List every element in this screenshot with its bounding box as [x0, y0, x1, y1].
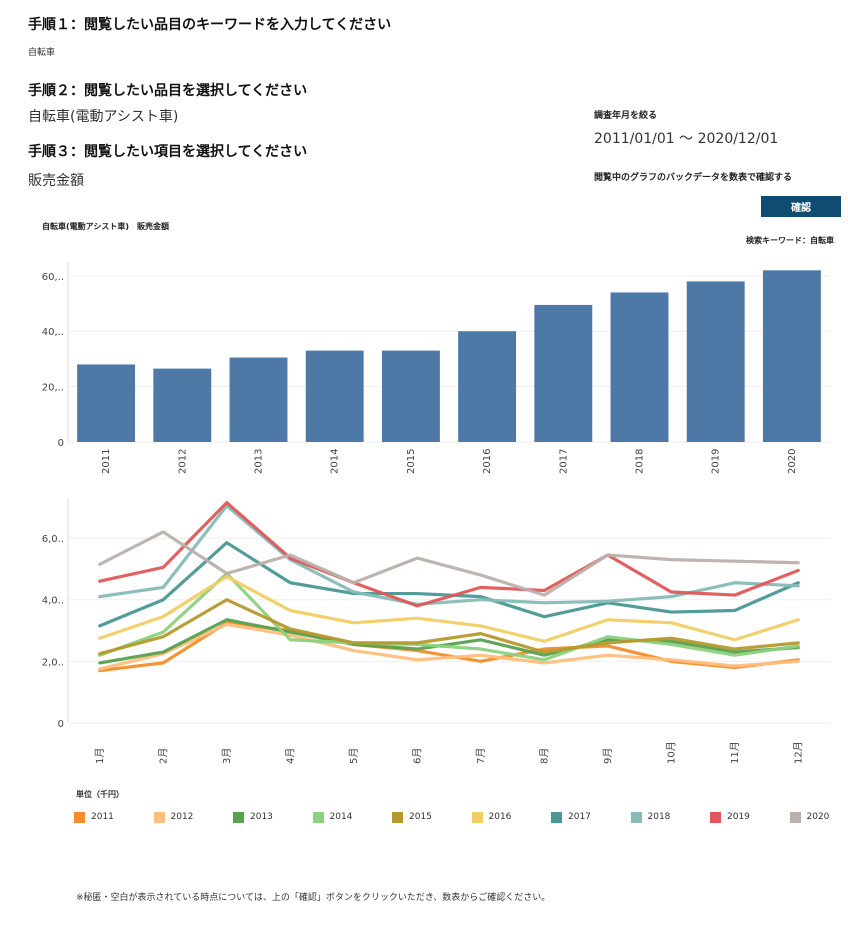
period-range-value[interactable]: 2011/01/01 ～ 2020/12/01 — [594, 131, 779, 147]
line-y-tick-label: 6,0.. — [42, 534, 64, 545]
legend-item-2013[interactable]: 2013 — [233, 810, 273, 824]
keyword-value[interactable]: 自転車 — [28, 48, 56, 58]
bar-chart-title: 自転車(電動アシスト車) 販売金額 — [42, 222, 169, 231]
footnote: ※秘匿・空白が表示されている時点については、上の「確認」ボタンをクリックいただき… — [76, 893, 551, 903]
bar-y-tick-label: 40,.. — [42, 327, 64, 338]
legend-swatch — [630, 811, 642, 823]
bar-x-tick-label: 2014 — [330, 449, 341, 474]
legend-item-2011[interactable]: 2011 — [74, 810, 114, 824]
legend-label: 2016 — [488, 812, 512, 822]
legend-swatch — [312, 811, 324, 823]
bar-chart: 0 20,.. 40,.. 60,.. 2011 2012 2013 2014 2015 2016… — [42, 262, 830, 474]
legend-swatch — [710, 811, 721, 823]
bar-2012[interactable] — [153, 368, 212, 442]
bar-x-tick-label: 2013 — [254, 449, 265, 474]
legend-label: 2020 — [806, 812, 830, 822]
bar-2014[interactable] — [305, 350, 364, 442]
line-y-tick-label: 2,0.. — [42, 657, 64, 668]
bar-x-tick-label: 2015 — [406, 449, 417, 474]
series-line-2015[interactable] — [98, 598, 800, 656]
period-label: 調査年月を絞る — [594, 111, 658, 121]
line-x-tick-label: 7月 — [475, 748, 487, 764]
backdata-label: 閲覧中のグラフのバックデータを数表で確認する — [594, 173, 793, 183]
line-x-tick-label: 5月 — [348, 748, 360, 764]
line-y-tick-label: 4,0.. — [42, 596, 64, 607]
legend-label: 2013 — [250, 812, 273, 822]
line-x-tick-label: 2月 — [157, 748, 169, 764]
series-line-2020[interactable] — [98, 530, 800, 597]
legend-label: 2018 — [647, 812, 671, 822]
bar-y-tick-label: 0 — [58, 438, 64, 449]
bar-x-tick-label: 2018 — [635, 449, 646, 474]
bar-x-tick-label: 2012 — [177, 449, 188, 474]
step1-heading: 手順１：閲覧したい品目のキーワードを入力してください — [28, 17, 392, 33]
bar-x-tick-label: 2016 — [482, 449, 493, 474]
line-x-tick-label: 11月 — [729, 741, 741, 764]
bar-2020[interactable] — [762, 270, 821, 442]
line-y-tick-label: 0 — [58, 719, 64, 730]
bar-y-tick-label: 20,.. — [42, 383, 64, 394]
legend-item-2019[interactable]: 2019 — [710, 810, 750, 824]
bar-2018[interactable] — [610, 292, 669, 442]
confirm-button[interactable]: 確認 — [761, 196, 841, 217]
item-select-value[interactable]: 自転車(電動アシスト車) — [28, 109, 179, 125]
bar-x-tick-label: 2020 — [787, 449, 798, 474]
legend-item-2014[interactable]: 2014 — [312, 810, 353, 824]
bar-x-tick-label: 2017 — [558, 449, 569, 474]
series-line-2012[interactable] — [98, 622, 800, 671]
line-x-tick-label: 12月 — [792, 741, 804, 764]
legend-item-2012[interactable]: 2012 — [153, 810, 194, 824]
search-keyword-label: 検索キーワード：自転車 — [746, 236, 834, 245]
series-line-2014[interactable] — [98, 571, 800, 662]
line-x-tick-label: 10月 — [665, 741, 677, 764]
series-line-2013[interactable] — [98, 618, 800, 665]
line-x-tick-label: 8月 — [538, 748, 550, 764]
bar-2017[interactable] — [534, 304, 593, 442]
legend-item-2018[interactable]: 2018 — [630, 810, 671, 824]
legend-swatch — [789, 811, 801, 823]
series-line-2019[interactable] — [98, 501, 800, 608]
legend-label: 2014 — [329, 812, 353, 822]
legend-swatch — [74, 811, 85, 823]
legend-swatch — [471, 811, 483, 823]
legend-item-2015[interactable]: 2015 — [392, 810, 432, 824]
unit-label: 単位（千円） — [76, 790, 124, 799]
step3-heading: 手順３：閲覧したい項目を選択してください — [28, 144, 308, 160]
step2-heading: 手順２：閲覧したい品目を選択してください — [28, 83, 308, 99]
line-x-tick-label: 3月 — [221, 748, 233, 764]
line-x-tick-label: 6月 — [411, 748, 423, 764]
legend-label: 2011 — [91, 812, 114, 822]
bar-2015[interactable] — [381, 350, 440, 442]
legend-label: 2012 — [170, 812, 194, 822]
bar-2016[interactable] — [458, 331, 517, 442]
legend-item-2016[interactable]: 2016 — [471, 810, 512, 824]
legend-label: 2017 — [568, 812, 591, 822]
legend-swatch — [392, 811, 403, 823]
bar-2013[interactable] — [229, 357, 288, 442]
legend-swatch — [153, 811, 165, 823]
legend-label: 2015 — [409, 812, 432, 822]
bar-2019[interactable] — [686, 281, 745, 442]
line-x-tick-label: 1月 — [94, 748, 106, 764]
series-line-2016[interactable] — [98, 574, 800, 643]
legend-item-2020[interactable]: 2020 — [789, 810, 830, 824]
line-x-tick-label: 9月 — [602, 748, 614, 764]
metric-select-value[interactable]: 販売金額 — [28, 173, 84, 189]
line-x-tick-label: 4月 — [284, 748, 296, 764]
legend-label: 2019 — [727, 812, 750, 822]
bar-x-tick-label: 2019 — [711, 449, 722, 474]
legend-swatch — [551, 811, 562, 823]
legend-item-2017[interactable]: 2017 — [551, 810, 591, 824]
series-line-2018[interactable] — [98, 504, 800, 606]
bar-x-tick-label: 2011 — [101, 449, 112, 474]
line-chart: 0 2,0.. 4,0.. 6,0.. 1月 2月 3月 4月 5月 6月 7月 8月 9月 10月 11月… — [42, 498, 830, 764]
bar-y-tick-label: 60,.. — [42, 272, 64, 283]
bar-2011[interactable] — [77, 364, 136, 442]
legend-swatch — [233, 811, 244, 823]
